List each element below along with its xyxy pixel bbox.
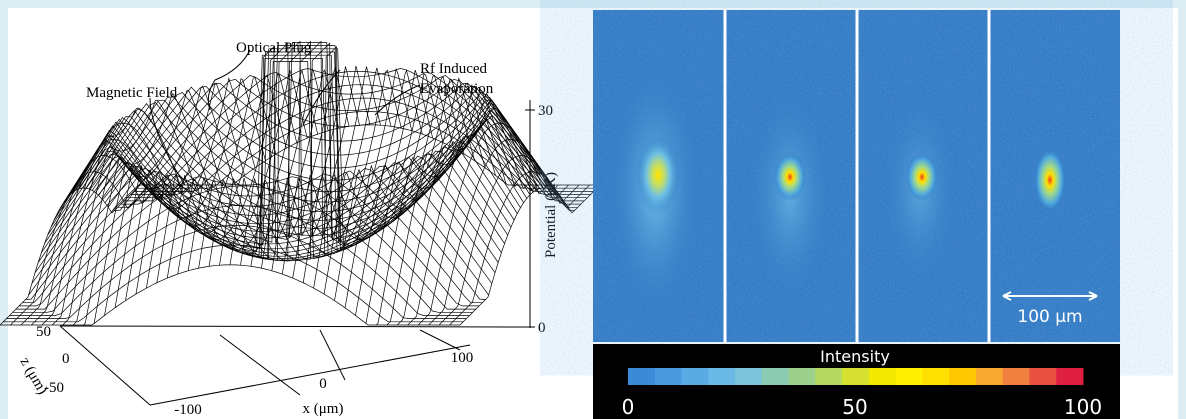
colorbar-title: Intensity <box>820 347 890 366</box>
label: Optical Plug <box>236 40 312 56</box>
label: Rf Induced <box>420 61 488 77</box>
colorbar-segment <box>708 368 735 385</box>
label: Magnetic Field <box>86 85 178 101</box>
colorbar-segment <box>762 368 789 385</box>
colorbar-segment <box>735 368 762 385</box>
tick-label: 50 <box>36 324 51 340</box>
colorbar-segment <box>628 368 655 385</box>
colorbar-segment <box>922 368 949 385</box>
figure: Optical Plug Magnetic Field Rf Induced E… <box>0 0 1186 419</box>
scale-bar-label: 100 μm <box>1017 307 1082 327</box>
tick-label: 100 <box>451 350 474 366</box>
label: Evaporation <box>420 81 494 97</box>
colorbar-segment <box>976 368 1003 385</box>
colorbar-segment <box>682 368 709 385</box>
colorbar-segment <box>655 368 682 385</box>
axis-title: Potential (μK) <box>543 172 559 258</box>
colorbar-segment <box>815 368 842 385</box>
colorbar-segment <box>896 368 923 385</box>
colorbar <box>628 368 1084 385</box>
tick-label: 0 <box>62 351 70 367</box>
tick-label: 30 <box>538 103 553 119</box>
colorbar-tick: 0 <box>622 395 635 419</box>
tick-label: 0 <box>538 320 546 336</box>
colorbar-tick: 100 <box>1064 395 1102 419</box>
colorbar-segment <box>842 368 869 385</box>
colorbar-tick: 50 <box>842 395 867 419</box>
tick-label: 0 <box>319 376 327 392</box>
colorbar-segment <box>1029 368 1056 385</box>
axis-title: x (μm) <box>303 401 344 417</box>
tick-label: -100 <box>174 402 202 418</box>
colorbar-segment <box>949 368 976 385</box>
colorbar-segment <box>869 368 896 385</box>
colorbar-segment <box>1003 368 1030 385</box>
colorbar-segment <box>789 368 816 385</box>
colorbar-segment <box>1056 368 1083 385</box>
images <box>593 10 1120 342</box>
